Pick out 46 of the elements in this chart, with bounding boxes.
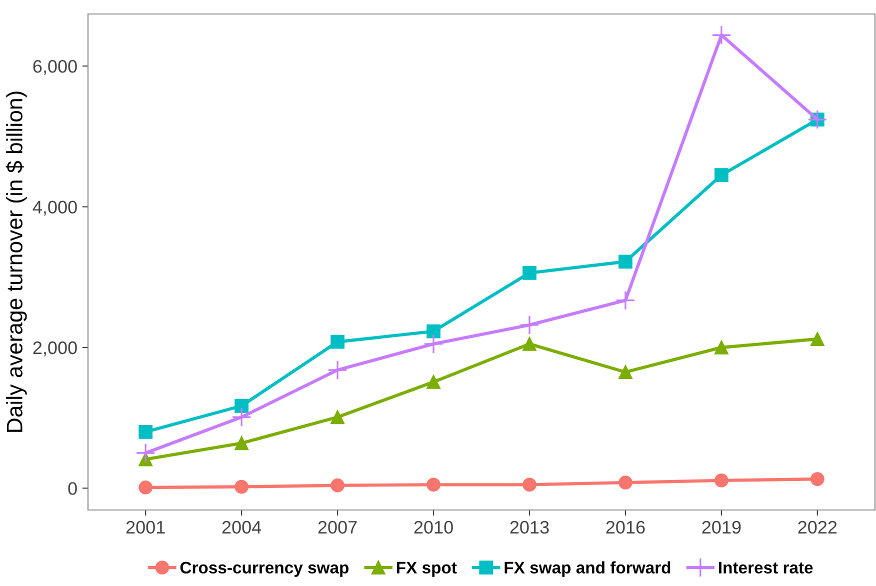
point: [714, 474, 728, 488]
x-tick-label: 2022: [798, 520, 837, 534]
point: [328, 360, 348, 380]
point: [616, 290, 636, 310]
point: [618, 254, 632, 269]
x-tick-label: 2016: [606, 520, 645, 534]
point: [234, 436, 249, 450]
legend-label: Interest rate: [719, 562, 813, 574]
x-tick-label: 2013: [510, 520, 549, 534]
point: [426, 324, 440, 338]
point: [138, 424, 153, 439]
point: [426, 375, 440, 389]
point: [522, 266, 536, 280]
y-tick-label: 2,000: [33, 341, 77, 356]
point: [522, 337, 536, 351]
y-tick-label: 6,000: [33, 60, 77, 75]
point: [330, 478, 344, 492]
point: [330, 334, 344, 349]
y-axis-title: Daily average turnover (in $ billion): [6, 92, 27, 432]
x-tick-label: 2010: [414, 520, 453, 534]
x-tick-label: 2001: [126, 520, 165, 534]
legend-label: FX swap and forward: [504, 561, 670, 577]
point: [618, 365, 632, 380]
point: [618, 476, 632, 490]
point: [520, 315, 540, 335]
legend-label: FX spot: [396, 562, 457, 577]
legend-label: Cross-currency swap: [180, 562, 349, 577]
point: [424, 334, 444, 354]
point: [234, 480, 249, 494]
point: [712, 25, 732, 45]
point: [136, 443, 156, 463]
x-tick-label: 2004: [222, 520, 262, 534]
point: [138, 480, 153, 494]
y-tick-label: 0: [68, 482, 77, 495]
point: [810, 332, 824, 346]
point: [522, 478, 536, 492]
x-tick-label: 2019: [702, 520, 741, 534]
point: [232, 407, 252, 427]
point: [330, 410, 344, 424]
y-tick-label: 4,000: [32, 200, 77, 216]
point: [234, 398, 249, 413]
point: [714, 340, 728, 354]
point: [714, 168, 728, 182]
x-tick-label: 2007: [318, 520, 357, 534]
point: [810, 472, 824, 486]
point: [426, 478, 440, 492]
